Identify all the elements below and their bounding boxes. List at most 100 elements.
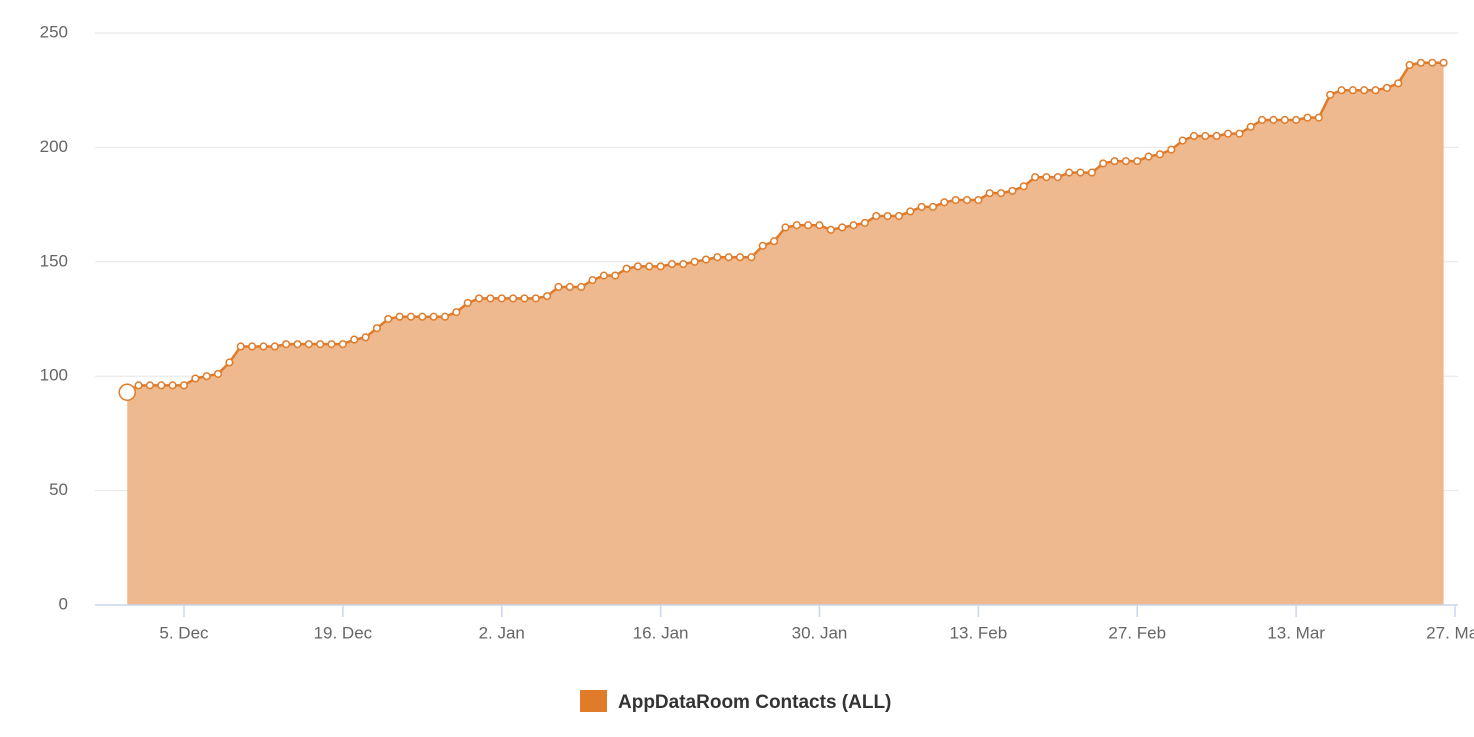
- y-tick-label: 100: [40, 366, 68, 385]
- data-point: [838, 223, 847, 232]
- data-point: [440, 312, 450, 321]
- data-point: [372, 324, 381, 333]
- data-point: [213, 369, 223, 378]
- data-point: [395, 312, 404, 321]
- x-tick-label: 13. Mar: [1267, 623, 1325, 642]
- data-point: [792, 221, 801, 230]
- data-point: [588, 276, 597, 285]
- data-point: [724, 253, 733, 262]
- data-point: [951, 195, 960, 205]
- data-point: [940, 198, 949, 207]
- data-point: [157, 381, 166, 390]
- data-point: [1133, 157, 1142, 166]
- x-tick-label: 16. Jan: [633, 623, 689, 642]
- data-point: [554, 282, 563, 292]
- data-point: [633, 262, 642, 271]
- data-point: [565, 282, 574, 292]
- data-point: [736, 253, 745, 262]
- data-point: [849, 221, 858, 230]
- data-point: [270, 342, 279, 351]
- x-tick-label: 27. Feb: [1108, 623, 1166, 642]
- data-point: [1382, 83, 1391, 92]
- data-point: [118, 383, 136, 401]
- data-point: [883, 211, 892, 221]
- data-point: [1246, 122, 1255, 131]
- data-point: [1269, 115, 1278, 124]
- data-point: [758, 241, 767, 250]
- data-point: [327, 340, 336, 349]
- data-point: [622, 264, 631, 273]
- data-point: [1019, 182, 1028, 191]
- data-point: [282, 340, 291, 349]
- data-point: [179, 381, 189, 390]
- data-point: [168, 381, 177, 390]
- data-point: [747, 253, 756, 262]
- data-point: [1326, 90, 1335, 99]
- data-point: [134, 381, 143, 390]
- legend-item: AppDataRoom Contacts (ALL): [580, 690, 891, 713]
- area-fill: [127, 62, 1444, 606]
- data-point: [1212, 131, 1221, 141]
- data-point: [1189, 131, 1199, 141]
- data-point: [474, 294, 484, 303]
- data-point: [1280, 115, 1289, 124]
- data-point: [1121, 157, 1130, 166]
- data-point: [1201, 131, 1210, 141]
- x-tick-label: 30. Jan: [792, 623, 848, 642]
- data-point: [917, 202, 926, 211]
- data-point: [1371, 86, 1380, 95]
- data-point: [1360, 86, 1369, 95]
- data-point: [361, 333, 370, 342]
- y-tick-label: 250: [40, 22, 68, 41]
- data-point: [1042, 173, 1051, 182]
- data-point: [384, 314, 393, 324]
- x-tick-label: 19. Dec: [314, 623, 373, 642]
- data-point: [531, 294, 540, 303]
- x-tick-label: 13. Feb: [950, 623, 1008, 642]
- data-point: [894, 211, 903, 221]
- data-point: [928, 202, 938, 211]
- data-point: [497, 294, 506, 303]
- data-point: [304, 340, 313, 349]
- data-point: [1416, 58, 1426, 67]
- data-point: [577, 282, 586, 292]
- data-point: [1439, 58, 1448, 67]
- data-point: [906, 207, 915, 216]
- data-point: [1099, 159, 1108, 168]
- data-point: [679, 260, 688, 269]
- data-point: [1303, 113, 1312, 122]
- data-point: [463, 298, 472, 308]
- data-point: [997, 189, 1006, 198]
- data-point: [713, 253, 722, 262]
- data-point: [145, 381, 154, 390]
- data-point: [406, 312, 416, 321]
- data-point: [1155, 150, 1164, 159]
- data-point: [429, 312, 438, 321]
- data-point: [860, 218, 869, 227]
- x-tick-label: 2. Jan: [479, 623, 525, 642]
- data-point: [1394, 79, 1403, 88]
- data-point: [1405, 60, 1414, 70]
- data-point: [1348, 86, 1357, 95]
- data-point: [804, 221, 813, 230]
- data-point: [509, 294, 518, 303]
- data-point: [974, 195, 983, 205]
- data-point: [338, 340, 347, 349]
- data-point: [815, 221, 824, 230]
- data-point: [1008, 186, 1017, 195]
- data-point: [1087, 168, 1096, 177]
- legend-swatch: [580, 690, 607, 712]
- data-point: [1167, 145, 1176, 154]
- y-tick-label: 150: [40, 251, 68, 270]
- data-point: [259, 342, 268, 351]
- data-point: [781, 223, 790, 232]
- data-point: [701, 255, 711, 264]
- data-point: [486, 294, 495, 303]
- data-point: [191, 374, 200, 383]
- data-point: [690, 257, 699, 266]
- data-point: [225, 358, 234, 367]
- data-point: [1031, 173, 1040, 182]
- data-point: [350, 335, 359, 344]
